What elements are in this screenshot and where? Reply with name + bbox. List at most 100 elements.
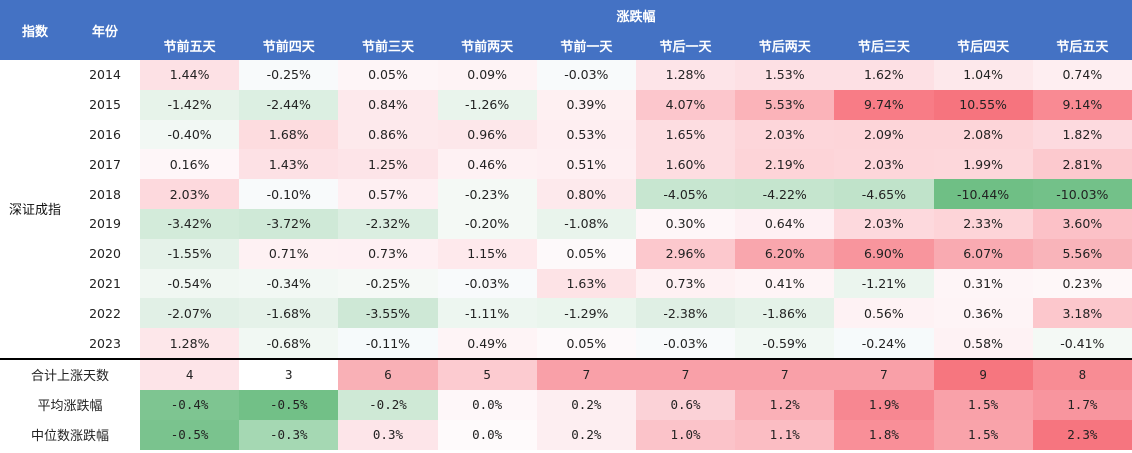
return-cell: 6.20% xyxy=(735,238,835,269)
return-cell: -0.11% xyxy=(338,328,438,359)
summary-value-cell: 0.0% xyxy=(437,389,537,420)
return-cell: 0.31% xyxy=(933,268,1033,299)
return-cell: 0.16% xyxy=(140,149,240,180)
year-cell: 2022 xyxy=(70,298,140,329)
summary-label: 平均涨跌幅 xyxy=(0,389,140,420)
return-cell: 2.33% xyxy=(933,208,1033,239)
return-cell: 0.74% xyxy=(1032,60,1132,90)
period-header: 节后一天 xyxy=(635,30,736,60)
return-cell: 1.53% xyxy=(735,60,835,90)
table-row: 2021 -0.54% -0.34% -0.25% -0.03% 1.63% 0.73% 0.… xyxy=(0,268,1132,299)
return-cell: 5.56% xyxy=(1032,238,1132,269)
year-cell: 2023 xyxy=(70,328,140,359)
return-cell: -2.44% xyxy=(239,89,339,120)
summary-value-cell: -0.2% xyxy=(338,389,438,420)
return-cell: -3.55% xyxy=(338,298,438,329)
summary-value-cell: 7 xyxy=(635,357,736,390)
return-cell: -1.11% xyxy=(437,298,537,329)
return-cell: -1.29% xyxy=(536,298,636,329)
summary-value-cell: 4 xyxy=(140,357,240,390)
period-header-row: 节前五天 节前四天 节前三天 节前两天 节前一天 节后一天 节后两天 节后三天 节后四天 节后五天 xyxy=(0,30,1132,60)
return-cell: 0.39% xyxy=(536,89,636,120)
year-cell: 2015 xyxy=(70,89,140,120)
return-cell: 1.99% xyxy=(933,149,1033,180)
summary-label: 合计上涨天数 xyxy=(0,357,140,390)
return-cell: 0.49% xyxy=(437,328,537,359)
return-cell: 1.63% xyxy=(536,268,636,299)
summary-value-cell: 5 xyxy=(437,357,537,390)
return-cell: -1.68% xyxy=(239,298,339,329)
summary-value-cell: 1.2% xyxy=(735,389,835,420)
return-cell: 0.73% xyxy=(338,238,438,269)
return-cell: 0.51% xyxy=(536,149,636,180)
period-header: 节前五天 xyxy=(140,30,240,60)
return-cell: -0.10% xyxy=(239,179,339,209)
return-cell: -10.03% xyxy=(1032,179,1132,209)
return-cell: -1.21% xyxy=(834,268,934,299)
table-header: 指数 年份 涨跌幅 节前五天 节前四天 节前三天 节前两天 节前一天 节后一天 节后两天 节后… xyxy=(0,0,1132,60)
return-cell: 9.14% xyxy=(1032,89,1132,120)
return-cell: 0.41% xyxy=(735,268,835,299)
return-cell: -4.05% xyxy=(635,179,736,209)
period-header: 节后两天 xyxy=(735,30,835,60)
return-cell: -0.24% xyxy=(834,328,934,359)
summary-value-cell: 7 xyxy=(536,357,636,390)
return-cell: 0.58% xyxy=(933,328,1033,359)
year-cell: 2014 xyxy=(70,60,140,90)
return-cell: 4.07% xyxy=(635,89,736,120)
year-cell: 2021 xyxy=(70,268,140,299)
return-cell: -0.20% xyxy=(437,208,537,239)
return-cell: 2.08% xyxy=(933,119,1033,150)
return-cell: -4.22% xyxy=(735,179,835,209)
return-cell: -1.86% xyxy=(735,298,835,329)
summary-value-cell: -0.5% xyxy=(239,389,339,420)
return-cell: 2.03% xyxy=(140,179,240,209)
return-cell: -2.07% xyxy=(140,298,240,329)
year-cell: 2017 xyxy=(70,149,140,180)
summary-row: 平均涨跌幅 -0.4% -0.5% -0.2% 0.0% 0.2% 0.6% 1.2% 1.9%… xyxy=(0,389,1132,420)
summary-value-cell: -0.4% xyxy=(140,389,240,420)
return-cell: 2.19% xyxy=(735,149,835,180)
year-cell: 2019 xyxy=(70,208,140,239)
return-cell: 0.53% xyxy=(536,119,636,150)
return-cell: 2.09% xyxy=(834,119,934,150)
return-cell: 1.44% xyxy=(140,60,240,90)
summary-value-cell: -0.3% xyxy=(239,419,339,450)
summary-row: 合计上涨天数 4 3 6 5 7 7 7 7 9 8 xyxy=(0,357,1132,390)
return-cell: 1.15% xyxy=(437,238,537,269)
summary-value-cell: 7 xyxy=(735,357,835,390)
yearly-returns-body: 深证成指 2014 1.44% -0.25% 0.05% 0.09% -0.03% 1.28%… xyxy=(0,60,1132,359)
return-cell: 0.86% xyxy=(338,119,438,150)
year-cell: 2016 xyxy=(70,119,140,150)
summary-value-cell: 6 xyxy=(338,357,438,390)
return-cell: 0.30% xyxy=(635,208,736,239)
return-cell: 2.03% xyxy=(834,208,934,239)
table-row: 2022 -2.07% -1.68% -3.55% -1.11% -1.29% -2.38%… xyxy=(0,298,1132,329)
return-cell: 0.05% xyxy=(338,60,438,90)
summary-value-cell: -0.5% xyxy=(140,419,240,450)
return-cell: -0.23% xyxy=(437,179,537,209)
return-cell: 0.05% xyxy=(536,238,636,269)
return-cell: -0.03% xyxy=(536,60,636,90)
return-cell: -10.44% xyxy=(933,179,1033,209)
return-cell: -0.25% xyxy=(338,268,438,299)
year-column-header: 年份 xyxy=(70,0,140,60)
summary-value-cell: 1.5% xyxy=(933,419,1033,450)
period-header: 节前四天 xyxy=(239,30,339,60)
return-cell: 6.07% xyxy=(933,238,1033,269)
summary-value-cell: 0.3% xyxy=(338,419,438,450)
summary-value-cell: 0.2% xyxy=(536,419,636,450)
table-row: 2018 2.03% -0.10% 0.57% -0.23% 0.80% -4.05% -4.… xyxy=(0,179,1132,209)
summary-stats-body: 合计上涨天数 4 3 6 5 7 7 7 7 9 8 平均涨跌幅 -0.4% -0.5% -0.2% 0.0%… xyxy=(0,357,1132,450)
return-cell: -2.38% xyxy=(635,298,736,329)
return-cell: 1.60% xyxy=(635,149,736,180)
table-row: 2016 -0.40% 1.68% 0.86% 0.96% 0.53% 1.65% 2.03%… xyxy=(0,119,1132,150)
year-cell: 2020 xyxy=(70,238,140,269)
return-cell: 1.28% xyxy=(140,328,240,359)
return-cell: 2.03% xyxy=(735,119,835,150)
return-cell: 0.46% xyxy=(437,149,537,180)
summary-value-cell: 1.1% xyxy=(735,419,835,450)
return-cell: 0.57% xyxy=(338,179,438,209)
return-cell: -0.54% xyxy=(140,268,240,299)
